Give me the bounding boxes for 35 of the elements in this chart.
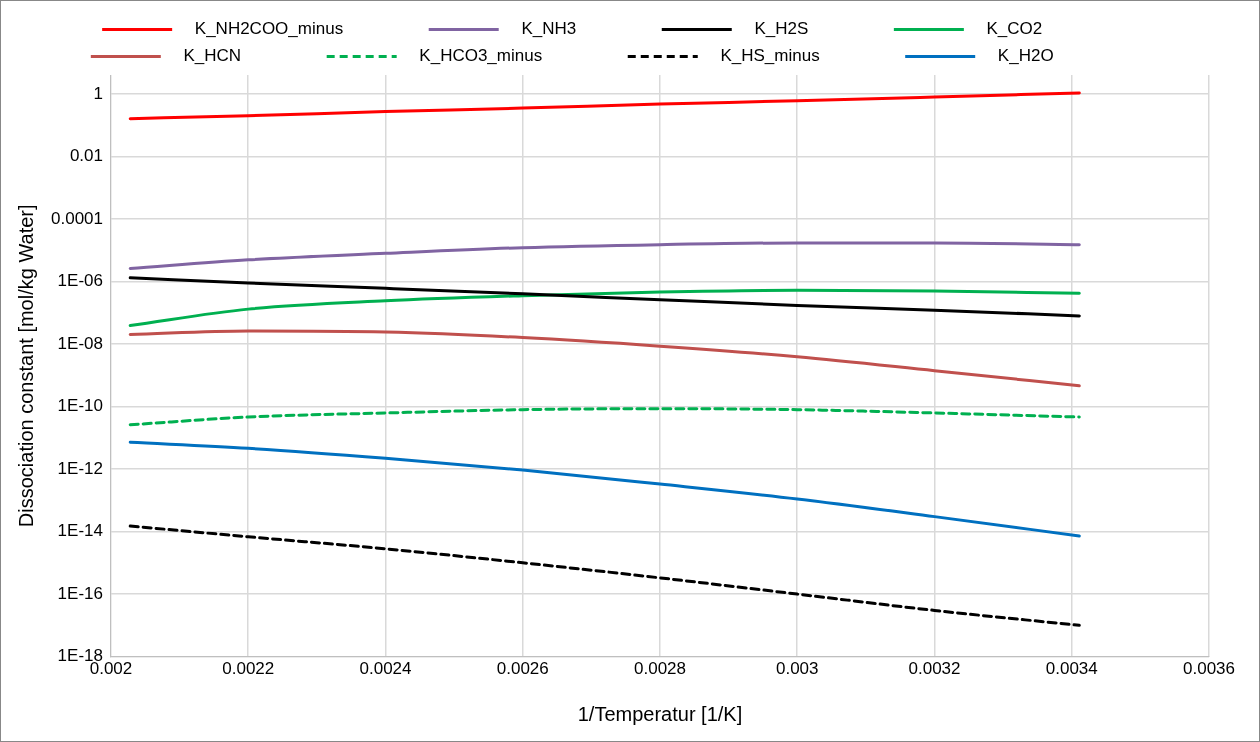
- line-series: [128, 440, 1081, 538]
- x-tick-label: 0.003: [775, 659, 819, 679]
- y-tick-label: 0.0001: [51, 208, 103, 228]
- y-tick-label: 1E-08: [57, 333, 103, 353]
- x-tick-label: 0.0022: [222, 659, 275, 679]
- legend-label: K_H2O: [983, 46, 1130, 66]
- x-tick-label: 0.0036: [1183, 659, 1235, 679]
- x-tick-label: 0.0034: [1045, 659, 1098, 679]
- x-tick-label: 0.0024: [359, 659, 412, 679]
- legend-label: K_CO2: [972, 19, 1118, 39]
- line-series: [128, 407, 1081, 427]
- y-tick-label: 0.01: [69, 146, 103, 166]
- line-series: [128, 241, 1081, 270]
- x-tick-label: 0.0028: [634, 659, 686, 679]
- legend-label: K_NH2COO_minus: [180, 19, 419, 39]
- y-tick-label: 1E-16: [57, 583, 103, 603]
- y-tick-label: 1E-12: [57, 458, 103, 478]
- line-series: [128, 276, 1081, 318]
- legend-label: K_H2S: [740, 19, 884, 39]
- line-series: [128, 288, 1081, 327]
- legend-label: K_HS_minus: [706, 46, 896, 66]
- y-axis-title: Dissociation constant [mol/kg Water]: [14, 204, 37, 528]
- y-tick-label: 1E-06: [57, 271, 103, 291]
- y-tick-label: 1: [93, 83, 103, 103]
- x-tick-label: 0.0026: [496, 659, 549, 679]
- x-axis-title: 1/Temperatur [1/K]: [577, 702, 743, 725]
- line-series: [128, 329, 1081, 388]
- x-tick-label: 0.0032: [908, 659, 961, 679]
- legend-label: K_HCN: [169, 46, 317, 66]
- legend-label: K_HCO3_minus: [405, 46, 618, 66]
- y-tick-label: 1E-14: [57, 521, 103, 541]
- line-series: [128, 91, 1081, 121]
- y-tick-label: 1E-10: [57, 396, 103, 416]
- legend-label: K_NH3: [507, 19, 652, 39]
- line-series: [128, 524, 1081, 627]
